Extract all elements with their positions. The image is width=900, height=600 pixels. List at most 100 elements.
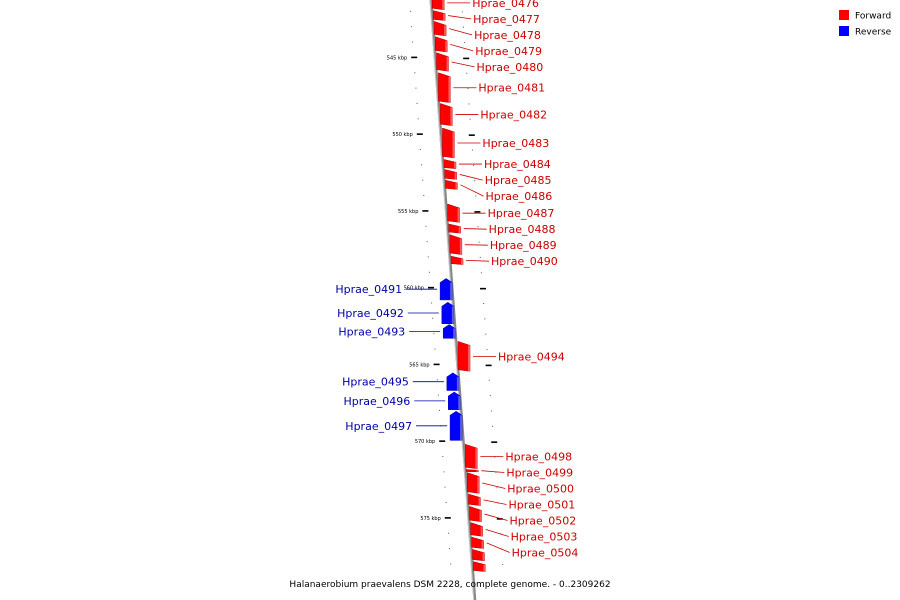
gene-arrow-Hprae_0477 [432, 10, 446, 21]
gene-arrow-shade [458, 226, 461, 234]
legend-reverse-label: Reverse [855, 28, 892, 38]
gene-arrow-Hprae_0493 [442, 324, 456, 339]
gene-arrow-shade [456, 376, 459, 391]
gene-arrow-Hprae_0499 [466, 469, 479, 473]
gene-arrow-shade [455, 182, 458, 190]
kbp-tick-label: 550 kbp [392, 132, 412, 138]
gene-label-Hprae_0488: Hprae_0488 [489, 223, 556, 236]
gene-arrow-shade [477, 476, 480, 494]
gene-label-Hprae_0478: Hprae_0478 [474, 29, 541, 42]
gene-arrow-shade [446, 56, 449, 72]
gene-label-Hprae_0483: Hprae_0483 [482, 137, 549, 150]
gene-label-Hprae_0503: Hprae_0503 [511, 531, 578, 544]
gene-label-leader [464, 244, 488, 246]
gene-label-Hprae_0485: Hprae_0485 [485, 174, 552, 187]
gene-label-Hprae_0500: Hprae_0500 [507, 483, 574, 496]
gene-arrow-Hprae_0494 [457, 341, 471, 372]
gene-arrow-shade [444, 25, 447, 36]
kbp-tick-label: 560 kbp [404, 286, 424, 292]
gene-arrow-Hprae_0492 [441, 301, 455, 324]
gene-arrow-Hprae_0478 [433, 20, 447, 37]
gene-label-Hprae_0476: Hprae_0476 [472, 0, 539, 10]
gene-label-Hprae_0492: Hprae_0492 [337, 307, 404, 320]
gene-label-Hprae_0493: Hprae_0493 [338, 325, 405, 338]
gene-label-Hprae_0490: Hprae_0490 [491, 255, 558, 268]
gene-label-leader [459, 174, 483, 181]
genome-backbone [429, 0, 477, 600]
gene-arrow-shade [453, 328, 456, 339]
gene-label-leader [485, 529, 509, 537]
gene-label-leader [481, 470, 505, 473]
gene-label-Hprae_0491: Hprae_0491 [335, 283, 402, 296]
gene-arrow-Hprae_0482 [440, 103, 453, 126]
gene-label-Hprae_0497: Hprae_0497 [345, 420, 412, 433]
gene-arrow-shade [451, 306, 454, 324]
gene-label-Hprae_0501: Hprae_0501 [508, 499, 575, 512]
gene-arrow-Hprae_0498 [465, 443, 478, 470]
gene-arrow-shade [460, 415, 463, 441]
gene-label-Hprae_0498: Hprae_0498 [505, 451, 572, 464]
gene-label-leader [451, 61, 475, 68]
gene-arrow-shade [479, 510, 482, 522]
gene-label-Hprae_0499: Hprae_0499 [506, 467, 573, 480]
gene-arrow-Hprae_0490 [450, 255, 464, 265]
gene-label-Hprae_0504: Hprae_0504 [512, 547, 579, 560]
gene-label-Hprae_0496: Hprae_0496 [343, 395, 410, 408]
kbp-tick-label: 555 kbp [398, 209, 418, 215]
gene-arrow-Hprae_0484 [443, 159, 457, 169]
gene-arrow-shade [475, 448, 478, 469]
kbp-tick-label: 575 kbp [420, 516, 440, 522]
gene-label-leader [460, 184, 484, 197]
gene-arrow-Hprae_0504 [471, 536, 484, 549]
legend-reverse-swatch [839, 26, 849, 36]
gene-arrow-shade [482, 552, 485, 561]
position-ticks: 545 kbp 550 kbp 555 kbp 560 kbp 565 kbp 570 k… [387, 10, 504, 565]
gene-arrow-shade [442, 0, 445, 10]
gene-arrow-shade [481, 540, 484, 549]
gene-label-Hprae_0484: Hprae_0484 [484, 158, 551, 171]
gene-arrow-Hprae_0491 [439, 278, 453, 301]
gene-label-Hprae_0486: Hprae_0486 [485, 190, 552, 203]
legend: Forward Reverse [839, 10, 892, 38]
gene-arrow-Hprae_0480 [436, 52, 449, 72]
kbp-tick-label: 545 kbp [387, 55, 407, 61]
gene-arrow-Hprae_0495 [446, 372, 460, 391]
gene-label-Hprae_0480: Hprae_0480 [477, 61, 544, 74]
legend-forward-swatch [839, 10, 849, 20]
genome-caption: Halanaerobium praevalens DSM 2228, compl… [289, 580, 610, 590]
kbp-tick-label: 565 kbp [409, 362, 429, 368]
gene-arrow-shade [461, 258, 464, 265]
gene-arrow-shade [459, 238, 462, 255]
gene-arrow-shade [478, 497, 481, 506]
gene-arrow-Hprae_0483 [442, 127, 455, 159]
gene-arrow-shade [457, 207, 460, 223]
gene-arrow-Hprae_0488 [448, 223, 461, 234]
gene-arrow-shade [468, 345, 471, 372]
gene-labels: Hprae_0476 Hprae_0477 Hprae_0478 Hprae_0479… [335, 0, 578, 560]
gene-arrow-shade [476, 470, 479, 472]
gene-arrow-shade [480, 526, 483, 537]
gene-arrow-feature-29 [472, 549, 485, 562]
gene-arrow-Hprae_0481 [438, 72, 451, 103]
gene-label-leader [448, 15, 472, 20]
gene-label-leader [484, 513, 508, 521]
gene-label-leader [463, 228, 487, 230]
gene-arrow-shade [450, 282, 453, 300]
gene-label-leader [483, 499, 507, 505]
gene-label-Hprae_0489: Hprae_0489 [490, 239, 557, 252]
gene-label-leader [486, 542, 510, 553]
gene-arrow-shade [443, 13, 446, 21]
gene-arrow-Hprae_0485 [444, 169, 457, 180]
gene-arrow-shade [453, 162, 456, 169]
gene-label-leader [482, 482, 506, 489]
gene-label-leader [465, 260, 490, 262]
gene-arrow-Hprae_0476 [431, 0, 445, 11]
gene-arrow-shade [450, 107, 453, 126]
gene-arrow-Hprae_0501 [468, 493, 481, 506]
gene-label-Hprae_0481: Hprae_0481 [478, 82, 545, 95]
gene-arrow-shade [445, 40, 448, 53]
gene-label-Hprae_0479: Hprae_0479 [475, 45, 542, 58]
gene-label-Hprae_0477: Hprae_0477 [473, 13, 540, 26]
gene-arrow-Hprae_0496 [448, 391, 461, 410]
